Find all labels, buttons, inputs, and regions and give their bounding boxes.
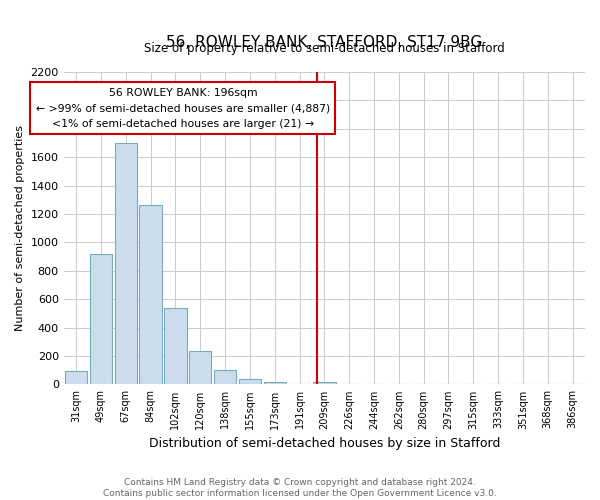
Bar (90, 254, 112, 384)
Bar (239, 379, 261, 384)
Text: 56 ROWLEY BANK: 196sqm
← >99% of semi-detached houses are smaller (4,887)
<1% of: 56 ROWLEY BANK: 196sqm ← >99% of semi-de… (36, 88, 330, 129)
Bar (139, 206, 162, 384)
X-axis label: Distribution of semi-detached houses by size in Stafford: Distribution of semi-detached houses by … (149, 437, 500, 450)
Y-axis label: Number of semi-detached properties: Number of semi-detached properties (15, 125, 25, 331)
Bar (263, 382, 286, 384)
Bar (164, 308, 187, 384)
Bar (115, 143, 137, 384)
Bar (313, 382, 335, 384)
Bar (65, 370, 87, 384)
Bar (214, 370, 236, 384)
Bar (189, 351, 211, 384)
Title: 56, ROWLEY BANK, STAFFORD, ST17 9BG: 56, ROWLEY BANK, STAFFORD, ST17 9BG (166, 35, 482, 50)
Text: Size of property relative to semi-detached houses in Stafford: Size of property relative to semi-detach… (144, 42, 505, 55)
Text: Contains HM Land Registry data © Crown copyright and database right 2024.
Contai: Contains HM Land Registry data © Crown c… (103, 478, 497, 498)
